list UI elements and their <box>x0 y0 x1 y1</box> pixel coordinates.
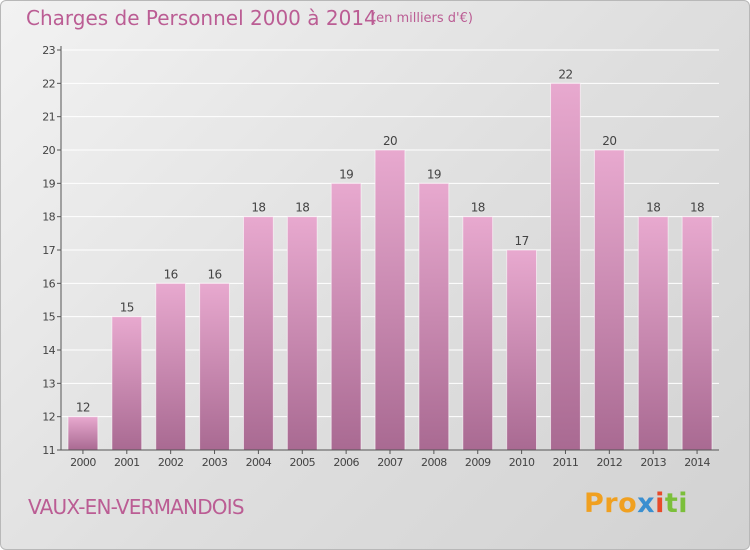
bar <box>67 416 99 451</box>
bar <box>374 149 406 451</box>
x-tick-label: 2006 <box>333 456 359 469</box>
y-tick-label: 17 <box>42 244 55 257</box>
data-label: 12 <box>76 401 90 415</box>
x-tick-label: 2011 <box>553 456 579 469</box>
x-tick-label: 2005 <box>289 456 315 469</box>
data-label: 18 <box>646 201 660 215</box>
bars <box>67 82 713 451</box>
bar <box>155 282 187 451</box>
y-tick-label: 19 <box>42 177 55 190</box>
x-tick-label: 2008 <box>421 456 447 469</box>
x-tick-label: 2007 <box>377 456 403 469</box>
y-tick-label: 18 <box>42 211 55 224</box>
bar <box>111 316 143 451</box>
x-tick-label: 2001 <box>114 456 140 469</box>
y-tick-label: 16 <box>42 277 55 290</box>
bar <box>593 149 625 451</box>
x-tick-label: 2004 <box>246 456 272 469</box>
bar <box>199 282 230 451</box>
bar <box>330 182 362 451</box>
y-tick-label: 23 <box>42 44 55 57</box>
x-tick-label: 2003 <box>202 456 228 469</box>
labels: 11 12 13 14 15 16 17 18 19 20 21 22 23 12 2000 15 2001 16… <box>42 44 711 469</box>
data-label: 20 <box>602 134 616 148</box>
data-label: 18 <box>690 201 704 215</box>
y-tick-label: 11 <box>42 444 55 457</box>
y-tick-label: 12 <box>42 411 55 424</box>
y-tick-label: 15 <box>42 311 55 324</box>
data-label: 17 <box>515 234 529 248</box>
data-label: 19 <box>339 167 353 181</box>
x-tick-label: 2002 <box>158 456 184 469</box>
x-tick-label: 2012 <box>597 456 623 469</box>
chart-subtitle: (en milliers d'€) <box>371 11 473 26</box>
axes <box>57 46 719 454</box>
y-tick-label: 14 <box>42 344 55 357</box>
y-tick-label: 20 <box>42 144 55 157</box>
x-tick-label: 2013 <box>640 456 666 469</box>
chart-title: Charges de Personnel 2000 à 2014 <box>26 6 377 30</box>
data-label: 19 <box>427 167 441 181</box>
data-label: 15 <box>120 301 134 315</box>
y-tick-label: 22 <box>42 77 55 90</box>
proxiti-logo: Proxiti <box>584 488 689 519</box>
data-label: 18 <box>471 201 485 215</box>
bar <box>550 82 581 451</box>
x-tick-label: 2010 <box>509 456 535 469</box>
bar <box>506 249 538 451</box>
x-tick-label: 2009 <box>465 456 491 469</box>
data-label: 18 <box>295 201 309 215</box>
x-tick-label: 2000 <box>70 456 96 469</box>
data-label: 16 <box>207 267 221 281</box>
data-label: 16 <box>164 267 178 281</box>
data-label: 20 <box>383 134 397 148</box>
bar <box>637 216 669 451</box>
bar <box>286 216 318 451</box>
y-tick-label: 21 <box>42 111 55 124</box>
x-tick-label: 2014 <box>684 456 710 469</box>
data-label: 22 <box>558 67 572 81</box>
bar <box>418 182 450 451</box>
bar <box>242 216 274 451</box>
bar <box>462 216 494 451</box>
data-label: 18 <box>251 201 265 215</box>
location-name: VAUX-EN-VERMANDOIS <box>28 495 245 519</box>
y-tick-label: 13 <box>42 377 55 390</box>
bar <box>681 216 713 451</box>
